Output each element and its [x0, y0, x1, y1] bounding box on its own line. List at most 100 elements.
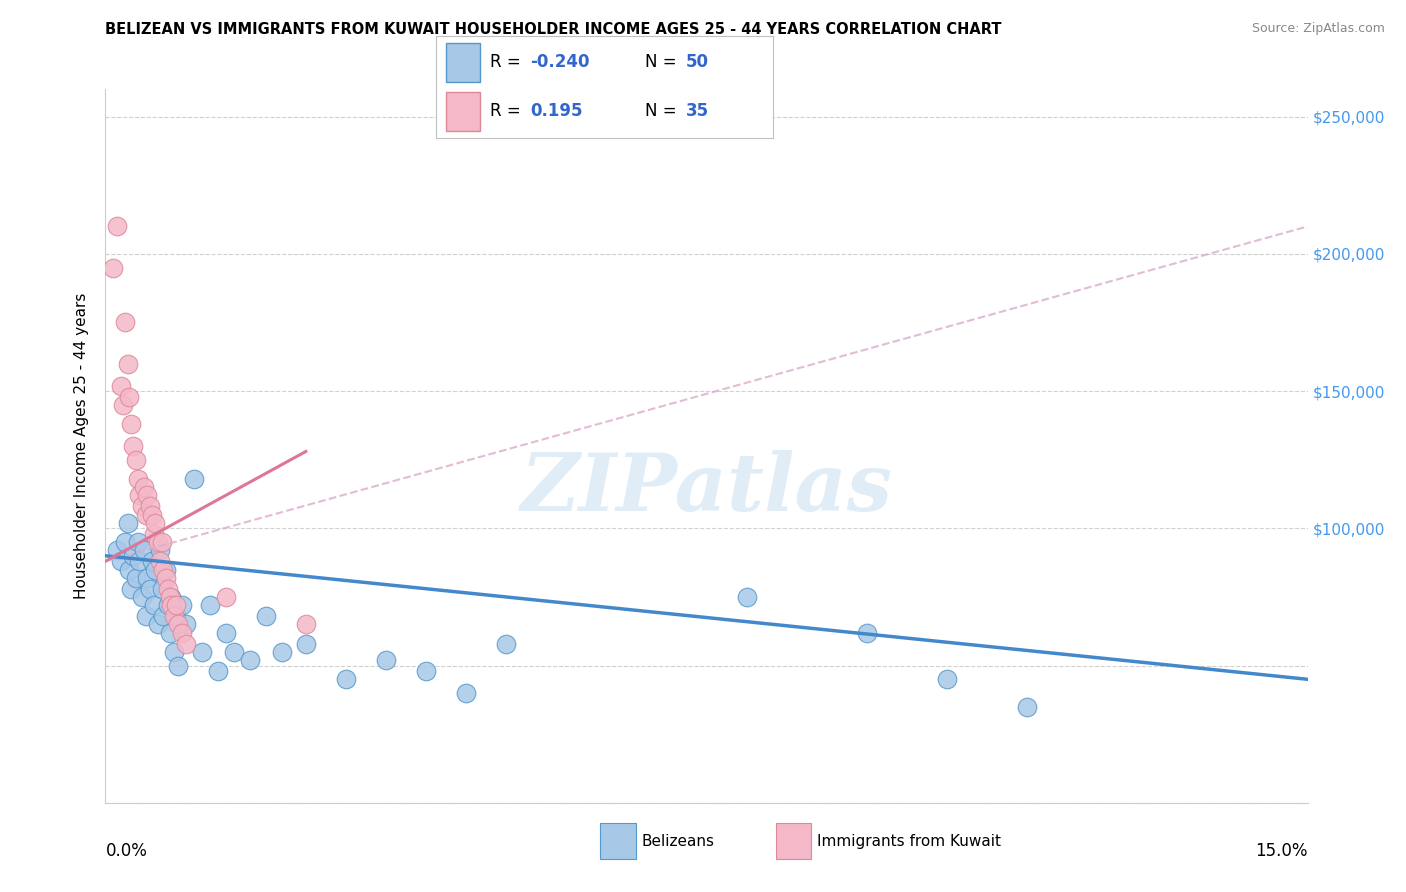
Y-axis label: Householder Income Ages 25 - 44 years: Householder Income Ages 25 - 44 years: [75, 293, 90, 599]
Point: [125, 452, 148, 467]
Text: BELIZEAN VS IMMIGRANTS FROM KUWAIT HOUSEHOLDER INCOME AGES 25 - 44 YEARS CORRELA: BELIZEAN VS IMMIGRANTS FROM KUWAIT HOUSE…: [105, 22, 1002, 37]
Text: Source: ZipAtlas.com: Source: ZipAtlas.com: [1251, 22, 1385, 36]
Point: [254, 609, 277, 624]
Point: [1015, 699, 1038, 714]
Point: [936, 673, 959, 687]
Point: [146, 617, 169, 632]
Point: [135, 609, 157, 624]
Point: [120, 582, 142, 596]
Text: 50: 50: [686, 53, 709, 70]
Point: [456, 686, 478, 700]
Point: [127, 535, 149, 549]
Point: [138, 582, 160, 596]
Point: [155, 571, 177, 585]
Point: [132, 543, 155, 558]
Point: [160, 598, 183, 612]
Text: N =: N =: [645, 53, 682, 70]
Point: [165, 609, 187, 624]
Point: [122, 549, 145, 563]
Point: [165, 598, 187, 612]
Point: [143, 562, 166, 576]
Point: [141, 554, 163, 568]
Point: [270, 645, 292, 659]
Point: [117, 357, 139, 371]
Point: [136, 571, 159, 585]
Point: [132, 480, 155, 494]
Point: [174, 637, 197, 651]
Point: [135, 508, 157, 522]
Point: [214, 590, 236, 604]
Point: [152, 609, 174, 624]
Point: [222, 645, 245, 659]
Point: [142, 598, 165, 612]
Point: [136, 488, 159, 502]
Point: [131, 590, 153, 604]
Text: Belizeans: Belizeans: [641, 834, 714, 848]
Point: [107, 219, 129, 234]
Text: N =: N =: [645, 102, 682, 120]
Point: [374, 653, 398, 667]
Point: [142, 526, 165, 541]
Point: [131, 500, 153, 514]
Point: [160, 590, 183, 604]
Point: [495, 637, 517, 651]
Point: [239, 653, 262, 667]
Point: [114, 535, 136, 549]
Text: Immigrants from Kuwait: Immigrants from Kuwait: [817, 834, 1001, 848]
Text: 15.0%: 15.0%: [1256, 842, 1308, 860]
Point: [156, 582, 179, 596]
Point: [166, 658, 188, 673]
Point: [415, 664, 437, 678]
Point: [152, 562, 174, 576]
Point: [159, 590, 181, 604]
Point: [162, 609, 184, 624]
Text: 35: 35: [686, 102, 709, 120]
Point: [295, 617, 318, 632]
Point: [128, 554, 150, 568]
Point: [117, 516, 139, 530]
Point: [159, 625, 181, 640]
Text: R =: R =: [489, 102, 526, 120]
Point: [110, 554, 132, 568]
Point: [207, 664, 229, 678]
Text: 0.195: 0.195: [530, 102, 583, 120]
Point: [183, 472, 205, 486]
Point: [146, 535, 169, 549]
Point: [149, 554, 172, 568]
Point: [112, 398, 135, 412]
Point: [128, 488, 150, 502]
Point: [150, 535, 173, 549]
Point: [125, 571, 148, 585]
Point: [155, 562, 177, 576]
Point: [114, 316, 136, 330]
Point: [198, 598, 221, 612]
Point: [214, 625, 236, 640]
Point: [118, 390, 141, 404]
Point: [295, 637, 318, 651]
Text: -0.240: -0.240: [530, 53, 591, 70]
Text: 0.0%: 0.0%: [105, 842, 148, 860]
Point: [110, 378, 132, 392]
Point: [174, 617, 197, 632]
Text: R =: R =: [489, 53, 526, 70]
Point: [127, 472, 149, 486]
Point: [122, 439, 145, 453]
Point: [150, 582, 173, 596]
Point: [855, 625, 877, 640]
Point: [190, 645, 212, 659]
FancyBboxPatch shape: [446, 43, 479, 82]
Text: ZIPatlas: ZIPatlas: [520, 450, 893, 527]
Point: [335, 673, 357, 687]
Point: [170, 625, 193, 640]
Point: [735, 590, 758, 604]
Point: [141, 508, 163, 522]
Point: [143, 516, 166, 530]
Point: [118, 562, 141, 576]
Point: [138, 500, 160, 514]
Point: [170, 598, 193, 612]
Point: [162, 645, 184, 659]
Point: [120, 417, 142, 431]
Point: [103, 260, 125, 275]
Point: [149, 543, 172, 558]
Point: [166, 617, 188, 632]
